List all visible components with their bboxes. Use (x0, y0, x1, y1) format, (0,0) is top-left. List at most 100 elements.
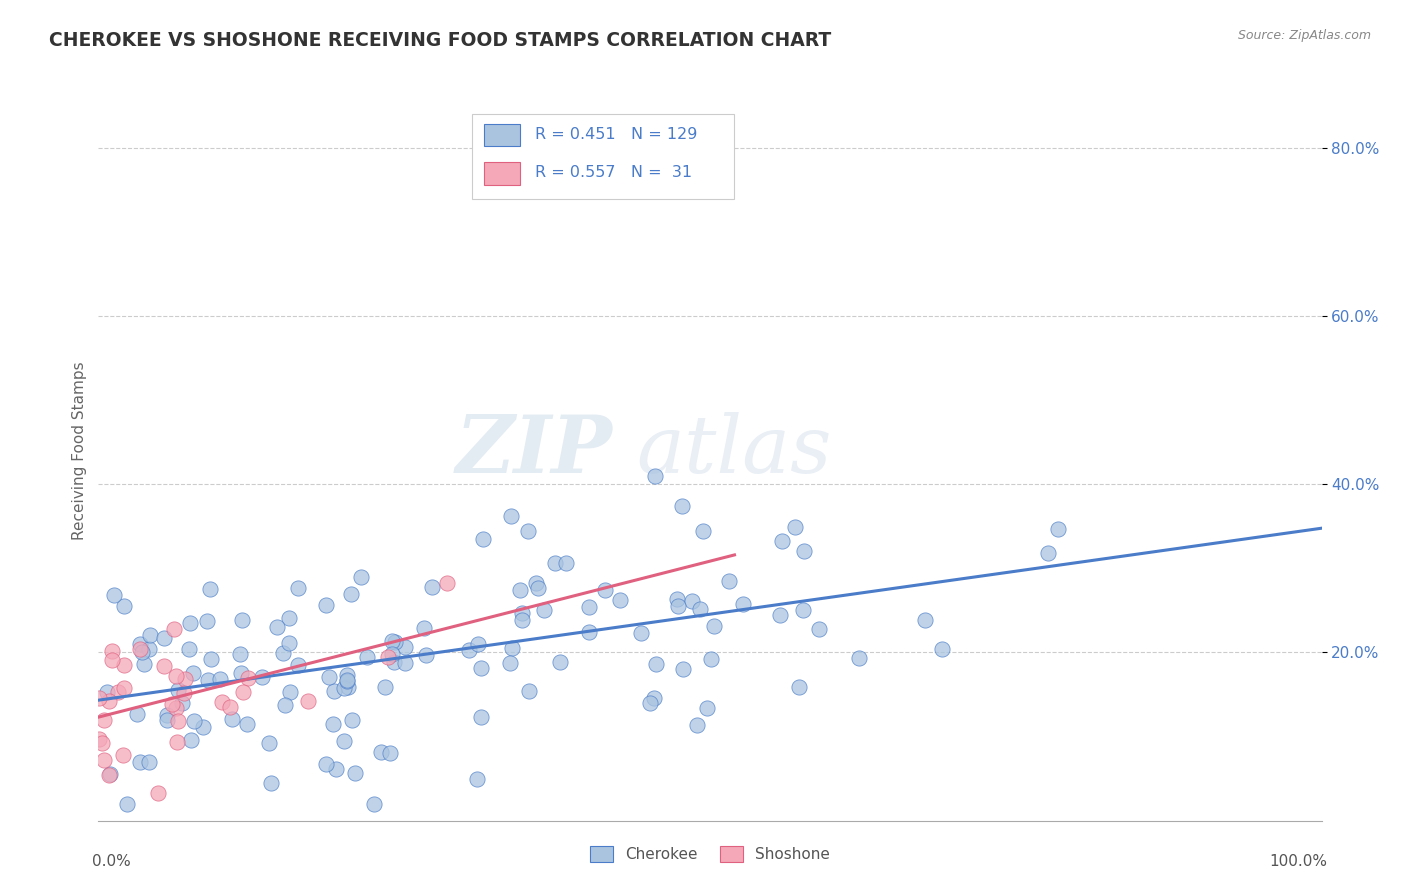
Text: CHEROKEE VS SHOSHONE RECEIVING FOOD STAMPS CORRELATION CHART: CHEROKEE VS SHOSHONE RECEIVING FOOD STAM… (49, 31, 831, 50)
Point (595, 583, 617, 598)
Text: atlas: atlas (637, 412, 832, 489)
Point (787, 681, 810, 695)
Point (177, 642, 200, 657)
Point (287, 658, 309, 673)
Point (325, 762, 347, 776)
Point (793, 543, 815, 558)
Point (336, 673, 359, 688)
Point (848, 651, 870, 665)
Point (544, 557, 567, 571)
Point (363, 797, 385, 811)
Point (97, 694, 120, 708)
Point (343, 765, 366, 780)
Point (517, 683, 540, 698)
Bar (484, 162, 520, 185)
Point (512, 606, 534, 620)
Point (278, 611, 301, 625)
Legend: Cherokee, Shoshone: Cherokee, Shoshone (583, 840, 837, 869)
Point (153, 632, 176, 646)
Point (152, 659, 174, 673)
Point (132, 657, 155, 671)
Point (219, 699, 242, 714)
Point (578, 624, 600, 639)
Point (101, 644, 124, 658)
Text: R = 0.451   N = 129: R = 0.451 N = 129 (536, 127, 697, 142)
Point (211, 695, 233, 709)
Point (96, 685, 118, 699)
Point (229, 648, 252, 662)
Point (195, 614, 218, 628)
Point (340, 713, 363, 727)
Text: R = 0.557   N =  31: R = 0.557 N = 31 (536, 165, 692, 180)
Point (671, 499, 693, 513)
Point (465, 772, 488, 786)
Point (155, 713, 177, 727)
Point (931, 642, 953, 657)
Point (322, 717, 344, 731)
Point (231, 613, 253, 627)
Point (470, 710, 492, 724)
Point (221, 712, 243, 726)
Point (394, 656, 416, 670)
Point (200, 652, 222, 666)
Point (236, 716, 259, 731)
Point (318, 669, 340, 683)
Point (138, 628, 160, 642)
Point (638, 696, 661, 710)
Point (101, 653, 124, 667)
Point (686, 717, 709, 731)
Point (197, 673, 219, 688)
Point (277, 636, 299, 650)
Point (166, 669, 188, 683)
Point (457, 643, 479, 657)
Point (644, 469, 666, 483)
Text: ZIP: ZIP (456, 412, 612, 489)
Point (198, 582, 221, 597)
Point (315, 756, 337, 771)
Point (322, 684, 344, 698)
Point (163, 622, 186, 636)
Point (643, 690, 665, 705)
FancyBboxPatch shape (471, 113, 734, 199)
Point (181, 665, 204, 680)
Point (259, 736, 281, 750)
Point (770, 533, 793, 548)
Point (91, 736, 114, 750)
Point (808, 622, 831, 636)
Point (138, 755, 160, 769)
Point (129, 755, 152, 769)
Point (173, 686, 195, 700)
Point (555, 557, 578, 571)
Point (260, 776, 283, 790)
Point (173, 673, 195, 687)
Point (180, 733, 202, 747)
Point (333, 681, 356, 695)
Point (138, 641, 160, 656)
Point (93, 713, 115, 727)
Point (792, 603, 814, 617)
Point (501, 509, 523, 524)
Point (548, 655, 571, 669)
Point (167, 683, 190, 698)
Point (526, 581, 548, 595)
Point (394, 640, 416, 654)
Point (340, 587, 363, 601)
Point (381, 647, 404, 661)
Point (467, 637, 489, 651)
Point (578, 600, 600, 615)
Point (271, 646, 294, 660)
Point (415, 648, 437, 662)
Point (499, 656, 522, 670)
Point (87, 691, 110, 706)
Point (700, 651, 723, 665)
Point (689, 602, 711, 616)
Point (350, 570, 373, 584)
Point (630, 626, 652, 640)
Point (266, 620, 288, 634)
Point (381, 633, 404, 648)
Point (501, 641, 523, 656)
Point (524, 575, 547, 590)
Point (510, 613, 533, 627)
Bar (484, 124, 520, 146)
Point (208, 672, 231, 686)
